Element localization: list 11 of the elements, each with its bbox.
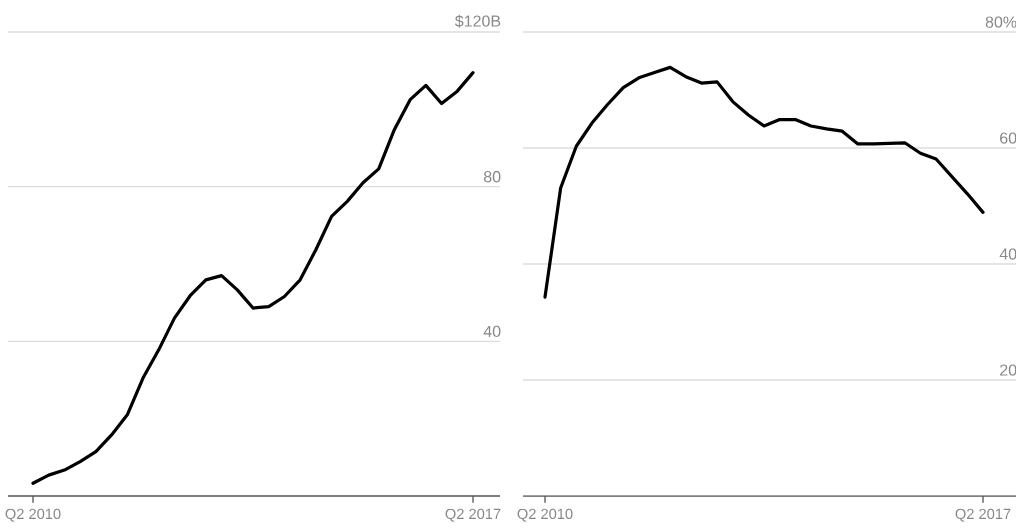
y-tick-label: 80% (985, 16, 1016, 28)
y-tick-label: 60 (1000, 132, 1016, 144)
y-tick-label: 40 (483, 325, 501, 338)
y-tick-label: $120B (454, 14, 501, 28)
x-tick-label: Q2 2017 (955, 508, 1011, 522)
x-tick-label: Q2 2010 (5, 508, 61, 522)
y-tick-label: 20 (1000, 364, 1016, 376)
x-tick-label: Q2 2017 (445, 508, 501, 522)
y-tick-label: 80 (483, 171, 501, 183)
x-tick-label: Q2 2010 (517, 508, 573, 522)
y-tick-label: 40 (999, 248, 1016, 260)
